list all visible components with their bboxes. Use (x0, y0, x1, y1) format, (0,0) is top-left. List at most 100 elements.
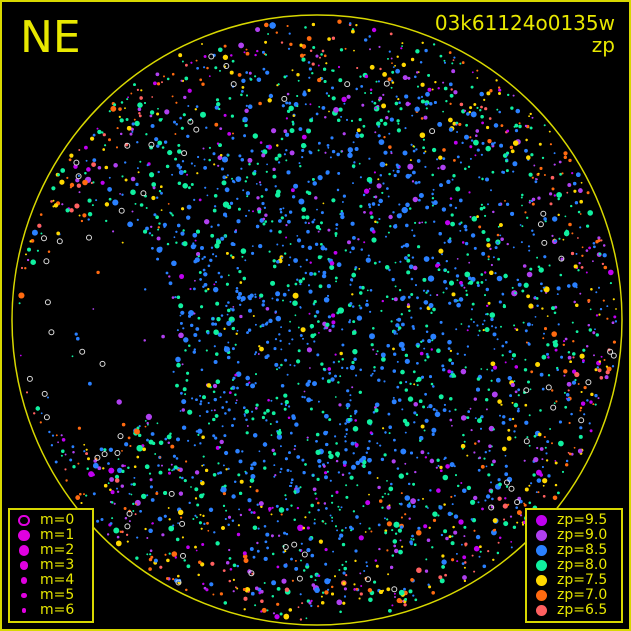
star-marker (580, 391, 583, 393)
star-marker (145, 413, 152, 420)
star-marker (418, 198, 421, 202)
star-marker (410, 316, 413, 319)
star-marker (315, 310, 320, 314)
color-swatch-icon (533, 528, 549, 543)
star-marker (219, 471, 223, 475)
star-marker (233, 181, 236, 184)
star-marker (228, 515, 231, 519)
star-marker (468, 276, 472, 280)
star-marker (476, 281, 480, 285)
star-marker (429, 375, 432, 379)
star-marker (279, 471, 282, 474)
star-marker (531, 197, 536, 202)
star-marker (396, 467, 400, 470)
star-marker (398, 398, 402, 402)
star-marker (585, 249, 589, 252)
star-marker (323, 67, 327, 71)
star-marker (235, 586, 237, 589)
star-marker (341, 542, 346, 547)
star-marker (438, 394, 444, 400)
star-marker (506, 476, 513, 483)
star-marker (285, 498, 287, 501)
star-marker (430, 348, 433, 351)
star-marker (178, 509, 184, 515)
star-marker (200, 368, 204, 372)
star-marker (347, 152, 353, 158)
star-marker (420, 99, 425, 104)
star-marker (249, 78, 253, 81)
star-marker (124, 178, 128, 182)
unmatched-star-marker (56, 238, 63, 245)
star-marker (405, 472, 409, 476)
star-marker (367, 254, 370, 257)
star-marker (413, 234, 416, 237)
star-marker (301, 395, 304, 399)
star-marker (331, 198, 336, 203)
star-marker (320, 362, 324, 366)
star-marker (279, 211, 283, 214)
star-marker (182, 183, 188, 189)
star-marker (321, 49, 325, 53)
star-marker (342, 132, 346, 136)
star-marker (383, 136, 386, 139)
star-marker (231, 136, 235, 140)
star-marker (615, 308, 617, 310)
star-marker (201, 543, 205, 546)
star-marker (407, 163, 414, 170)
star-marker (156, 196, 159, 199)
star-marker (275, 291, 281, 297)
star-marker (296, 506, 300, 510)
star-marker (123, 507, 127, 510)
plot-quantity: zp (591, 33, 615, 57)
star-marker (260, 599, 264, 603)
star-marker (230, 387, 233, 390)
star-marker (567, 451, 570, 454)
star-marker (433, 220, 436, 223)
star-marker (219, 396, 222, 399)
star-marker (177, 149, 182, 154)
star-marker (75, 178, 80, 183)
star-marker (509, 394, 512, 397)
star-marker (406, 258, 411, 263)
star-marker (583, 413, 586, 416)
star-marker (467, 410, 471, 413)
star-marker (175, 123, 178, 126)
star-marker (335, 490, 339, 494)
star-marker (506, 151, 510, 155)
star-marker (374, 559, 377, 562)
star-marker (350, 529, 353, 532)
star-marker (382, 182, 385, 185)
star-marker (517, 388, 521, 392)
star-marker (415, 379, 419, 383)
star-marker (387, 77, 392, 82)
star-marker (490, 263, 493, 267)
star-marker (18, 292, 25, 299)
star-marker (236, 219, 241, 224)
star-marker (464, 228, 468, 232)
star-marker (141, 493, 147, 499)
star-marker (594, 403, 597, 406)
unmatched-star-marker (550, 404, 557, 411)
star-marker (465, 293, 469, 297)
star-marker (338, 508, 341, 511)
star-marker (226, 153, 229, 156)
unmatched-star-marker (281, 95, 288, 102)
star-marker (424, 456, 427, 459)
star-marker (526, 216, 529, 219)
star-marker (195, 398, 198, 402)
zeropoint-legend-label: zp=7.0 (557, 587, 608, 603)
star-marker (301, 458, 305, 462)
star-marker (488, 444, 492, 449)
star-marker (460, 482, 463, 484)
unmatched-star-marker (282, 544, 289, 550)
star-marker (441, 332, 445, 336)
star-marker (303, 390, 306, 393)
star-marker (72, 465, 76, 469)
star-marker (136, 445, 143, 452)
star-marker (535, 178, 537, 180)
star-marker (271, 220, 274, 223)
star-marker (532, 233, 535, 236)
star-marker (387, 573, 390, 576)
star-marker (449, 93, 454, 98)
